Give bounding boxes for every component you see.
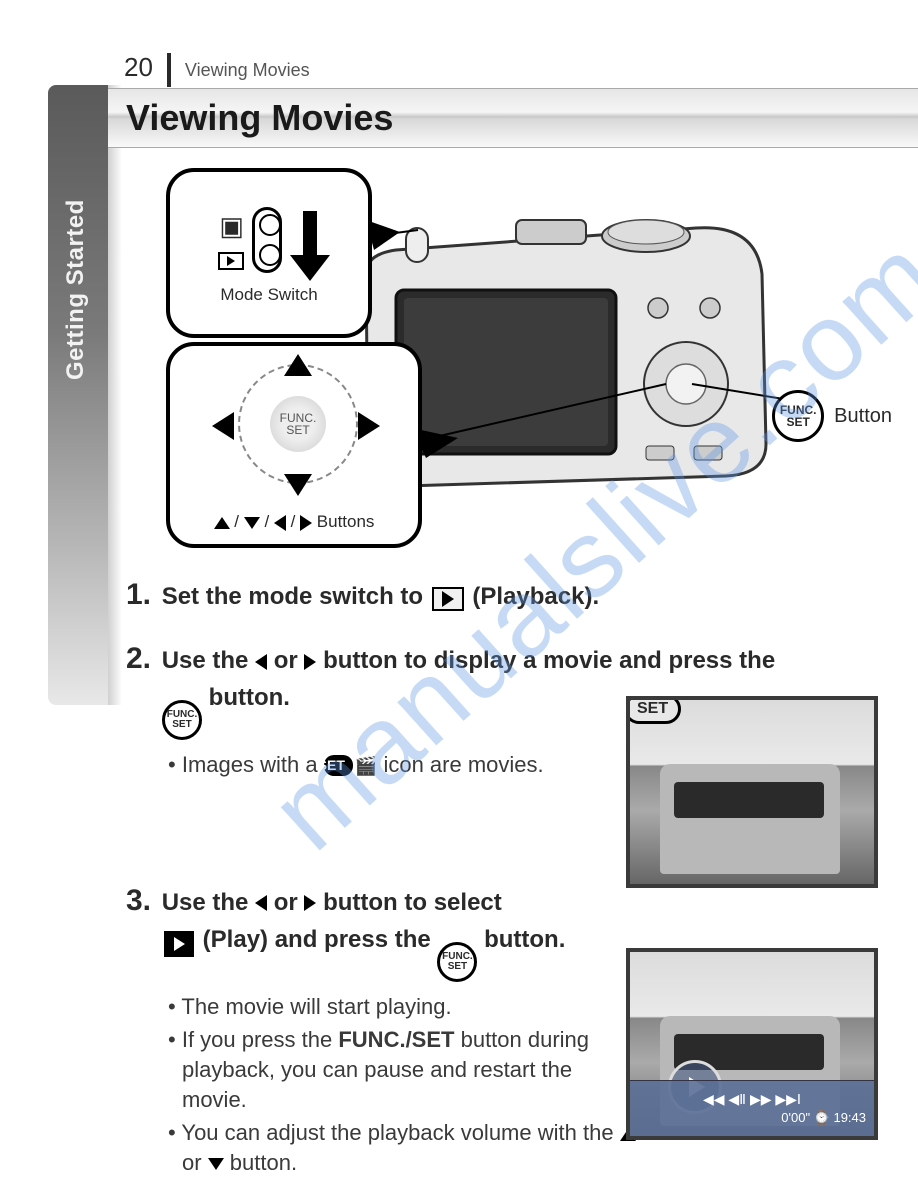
playback-mode-icon	[432, 587, 464, 611]
step-2-bullet-1: Images with a SET🎬 icon are movies.	[168, 750, 648, 780]
side-tab-label: Getting Started	[48, 90, 108, 390]
header-divider	[167, 53, 171, 87]
dpad-up-icon	[284, 354, 312, 376]
step-3-text-c: button to select	[323, 889, 502, 916]
movie-thumbnail-1: SET	[626, 696, 878, 888]
func-label-bottom: SET	[286, 424, 309, 436]
camera-diagram: ▣ Mode Switch FUNC.	[126, 160, 886, 560]
step-3-line2-b: button.	[484, 926, 565, 953]
down-arrow-icon	[208, 1158, 224, 1170]
step-2-line2-suffix: button.	[209, 684, 290, 711]
func-bottom: SET	[787, 416, 810, 428]
step-3-bullet-1: The movie will start playing.	[168, 992, 638, 1022]
mode-icon-column: ▣	[208, 211, 244, 270]
movie-glyph-icon: 🎬	[355, 756, 377, 776]
step-1-text-b: (Playback).	[472, 583, 599, 610]
dpad-callout: FUNC. SET / / / Buttons	[166, 342, 422, 548]
right-arrow-icon	[304, 895, 316, 911]
movie-thumbnail-2: ◀◀ ◀Ⅱ ▶▶ ▶▶Ⅰ 0'00" ⌚ 19:43	[626, 948, 878, 1140]
camera-icon: ▣	[219, 211, 244, 242]
step-1-text-a: Set the mode switch to	[162, 583, 430, 610]
set-pill-icon: SET	[324, 755, 353, 776]
dpad-down-icon	[284, 474, 312, 496]
step-1-number: 1.	[126, 578, 151, 611]
playback-icon	[218, 252, 244, 270]
dpad-right-icon	[358, 412, 380, 440]
control-glyphs: ◀◀ ◀Ⅱ ▶▶ ▶▶Ⅰ	[703, 1091, 801, 1108]
left-arrow-icon	[255, 654, 267, 670]
step-2-text-a: Use the	[162, 647, 255, 674]
s2b1a: Images with a	[182, 752, 324, 777]
dpad-left-icon	[212, 412, 234, 440]
step-3-bullet-3: You can adjust the playback volume with …	[168, 1118, 638, 1177]
dpad-label-suffix: Buttons	[312, 512, 374, 531]
func-set-center-icon: FUNC. SET	[270, 396, 326, 452]
dpad-buttons-label: / / / Buttons	[170, 512, 418, 532]
step-2-bullets: Images with a SET🎬 icon are movies.	[168, 750, 648, 780]
train-graphic	[660, 764, 840, 874]
func-button-label: Button	[834, 405, 892, 428]
breadcrumb: Viewing Movies	[185, 60, 310, 81]
content: ▣ Mode Switch FUNC.	[126, 160, 878, 1200]
play-solid-icon	[164, 931, 194, 957]
func-set-inline-icon: FUNC. SET	[162, 700, 202, 740]
step-2-text-b: or	[274, 647, 305, 674]
s2b1b: icon are movies.	[383, 752, 543, 777]
playback-time: 0'00" ⌚ 19:43	[781, 1110, 874, 1126]
set-badge: SET	[626, 696, 681, 724]
step-3-text-b: or	[274, 889, 305, 916]
step-2-number: 2.	[126, 642, 151, 675]
page-number: 20	[124, 52, 153, 83]
func-set-bold: FUNC./SET	[338, 1027, 454, 1052]
page-header: 20 Viewing Movies	[124, 52, 310, 83]
mode-switch-label: Mode Switch	[220, 285, 317, 305]
step-3-line2-a: (Play) and press the	[203, 926, 438, 953]
mode-slider-icon	[252, 207, 282, 273]
playback-controls: ◀◀ ◀Ⅱ ▶▶ ▶▶Ⅰ 0'00" ⌚ 19:43	[630, 1080, 874, 1136]
left-arrow-icon	[255, 895, 267, 911]
func-button-callout: FUNC. SET Button	[772, 390, 892, 442]
step-3-text-a: Use the	[162, 889, 255, 916]
step-3-number: 3.	[126, 884, 151, 917]
right-arrow-icon	[304, 654, 316, 670]
step-3-bullets: The movie will start playing. If you pre…	[168, 992, 638, 1178]
mode-switch-callout: ▣ Mode Switch	[166, 168, 372, 338]
page-title: Viewing Movies	[126, 97, 393, 139]
title-bar: Viewing Movies	[108, 88, 918, 148]
content-fade	[108, 85, 122, 705]
step-2-text-c: button to display a movie and press the	[323, 647, 775, 674]
func-set-icon: FUNC. SET	[772, 390, 824, 442]
step-3-bullet-2: If you press the FUNC./SET button during…	[168, 1025, 638, 1114]
step-1: 1. Set the mode switch to (Playback).	[126, 574, 878, 616]
func-set-inline-icon: FUNC. SET	[437, 942, 477, 982]
